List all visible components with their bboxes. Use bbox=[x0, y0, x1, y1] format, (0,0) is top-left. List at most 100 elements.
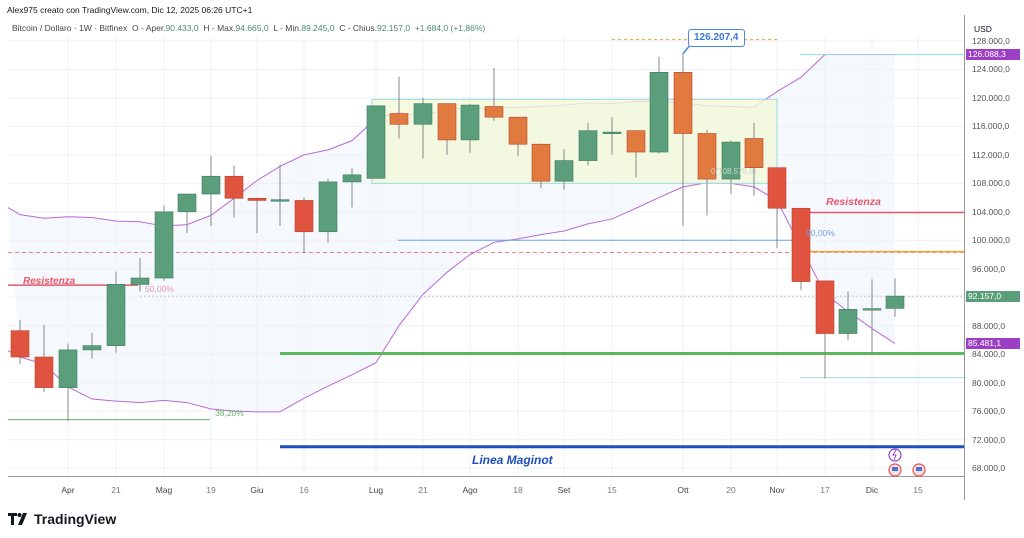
candle[interactable] bbox=[389, 113, 409, 125]
candle[interactable] bbox=[815, 280, 835, 334]
candle[interactable] bbox=[10, 330, 30, 358]
candle[interactable] bbox=[531, 143, 551, 182]
candle[interactable] bbox=[106, 284, 126, 346]
ath-callout[interactable]: 126.207,4 bbox=[688, 29, 745, 47]
candle[interactable] bbox=[673, 72, 693, 134]
candle[interactable] bbox=[201, 175, 221, 195]
candle[interactable] bbox=[342, 174, 362, 183]
price-tick: 120.000,0 bbox=[972, 92, 1010, 103]
candle[interactable] bbox=[791, 207, 811, 282]
range-box-label: 0(108.578,8) bbox=[711, 167, 757, 176]
price-tag: 126.088,3 bbox=[966, 49, 1020, 61]
candle[interactable] bbox=[508, 116, 528, 145]
candle[interactable] bbox=[649, 72, 669, 153]
time-tick: Nov bbox=[769, 485, 785, 495]
price-tick: 80.000,0 bbox=[972, 377, 1006, 388]
time-tick: 20 bbox=[726, 485, 736, 495]
price-tick: 104.000,0 bbox=[972, 206, 1010, 217]
price-tick: 68.000,0 bbox=[972, 463, 1006, 474]
candle[interactable] bbox=[154, 211, 174, 279]
candle[interactable] bbox=[602, 131, 622, 134]
candle[interactable] bbox=[862, 308, 882, 311]
time-tick: Ago bbox=[462, 485, 478, 495]
price-tick: 108.000,0 bbox=[972, 178, 1010, 189]
price-tick: 72.000,0 bbox=[972, 434, 1006, 445]
price-tag: 92.157,0 bbox=[966, 290, 1020, 302]
tradingview-logo-icon bbox=[8, 513, 27, 525]
resistance-left-label: Resistenza bbox=[23, 276, 76, 287]
time-tick: 21 bbox=[111, 485, 121, 495]
flag-glyph-icon bbox=[916, 467, 922, 471]
close-label: C - Chius. bbox=[339, 23, 377, 33]
candle[interactable] bbox=[177, 193, 197, 213]
candle[interactable] bbox=[318, 181, 338, 233]
price-tick: 128.000,0 bbox=[972, 36, 1010, 46]
candle[interactable] bbox=[460, 104, 480, 141]
candle[interactable] bbox=[34, 356, 54, 388]
candle[interactable] bbox=[82, 345, 102, 351]
close-value: 92.157,0 bbox=[376, 23, 411, 33]
low-value: 89.245,0 bbox=[301, 23, 335, 33]
resistance-right-label: Resistenza bbox=[826, 196, 881, 208]
bollinger-lower-line bbox=[7, 182, 896, 413]
candle[interactable] bbox=[578, 130, 598, 161]
time-tick: 18 bbox=[513, 485, 523, 495]
time-tick: 21 bbox=[418, 485, 428, 495]
time-tick: 19 bbox=[206, 485, 216, 495]
currency-label: USD bbox=[974, 24, 992, 34]
price-tick: 116.000,0 bbox=[972, 121, 1010, 132]
price-tick: 112.000,0 bbox=[972, 149, 1010, 160]
time-tick: Set bbox=[557, 485, 571, 495]
author-line: Alex975 creato con TradingView.com, Dic … bbox=[7, 5, 253, 15]
price-tick: 88.000,0 bbox=[972, 320, 1006, 331]
candle[interactable] bbox=[366, 105, 386, 179]
price-tick: 124.000,0 bbox=[972, 64, 1010, 75]
time-tick: Lug bbox=[368, 485, 384, 495]
candle[interactable] bbox=[484, 106, 504, 118]
price-tick: 96.000,0 bbox=[972, 263, 1006, 274]
time-tick: 15 bbox=[607, 485, 617, 495]
fib-50-right-label: 50,00% bbox=[806, 228, 835, 238]
time-tick: Ott bbox=[677, 485, 689, 495]
candle[interactable] bbox=[294, 200, 314, 233]
candle[interactable] bbox=[767, 167, 787, 209]
maginot-label: Linea Maginot bbox=[472, 453, 553, 467]
flag-glyph-icon bbox=[892, 467, 898, 471]
symbol-legend: Bitcoin / Dollaro · 1W · Bitfinex O - Ap… bbox=[12, 23, 485, 33]
candle[interactable] bbox=[721, 141, 741, 180]
symbol-name[interactable]: Bitcoin / Dollaro · 1W · Bitfinex bbox=[12, 23, 128, 33]
ath-value: 126.207,4 bbox=[694, 32, 739, 43]
candle[interactable] bbox=[626, 130, 646, 153]
candle[interactable] bbox=[697, 133, 717, 180]
candle[interactable] bbox=[885, 295, 905, 309]
price-tick: 100.000,0 bbox=[972, 235, 1010, 246]
candle[interactable] bbox=[744, 138, 764, 168]
price-tick: 76.000,0 bbox=[972, 406, 1006, 417]
price-tick: 84.000,0 bbox=[972, 349, 1006, 360]
open-label: O - Aper. bbox=[132, 23, 166, 33]
candle[interactable] bbox=[413, 103, 433, 125]
tradingview-logo: TradingView bbox=[8, 511, 116, 527]
price-tag: 85.481,1 bbox=[966, 338, 1020, 350]
time-tick: Apr bbox=[61, 485, 75, 495]
candle[interactable] bbox=[437, 103, 457, 141]
candle[interactable] bbox=[247, 197, 267, 201]
candle[interactable] bbox=[130, 277, 150, 285]
candle[interactable] bbox=[838, 309, 858, 334]
low-label: L - Min. bbox=[273, 23, 302, 33]
candle[interactable] bbox=[270, 199, 290, 202]
high-value: 94.665,0 bbox=[235, 23, 269, 33]
candle[interactable] bbox=[58, 349, 78, 388]
candle[interactable] bbox=[224, 175, 244, 199]
open-value: 90.433,0 bbox=[165, 23, 199, 33]
candle[interactable] bbox=[554, 160, 574, 182]
time-tick: 16 bbox=[299, 485, 309, 495]
time-tick: 15 bbox=[913, 485, 923, 495]
time-tick: Mag bbox=[155, 485, 173, 495]
tradingview-logo-text: TradingView bbox=[34, 511, 117, 527]
fib-50-left-label: 50,00% bbox=[145, 284, 174, 294]
high-label: H - Max. bbox=[203, 23, 236, 33]
change-value: +1.684,0 (+1,86%) bbox=[414, 23, 486, 33]
lightning-glyph-icon bbox=[892, 449, 897, 461]
